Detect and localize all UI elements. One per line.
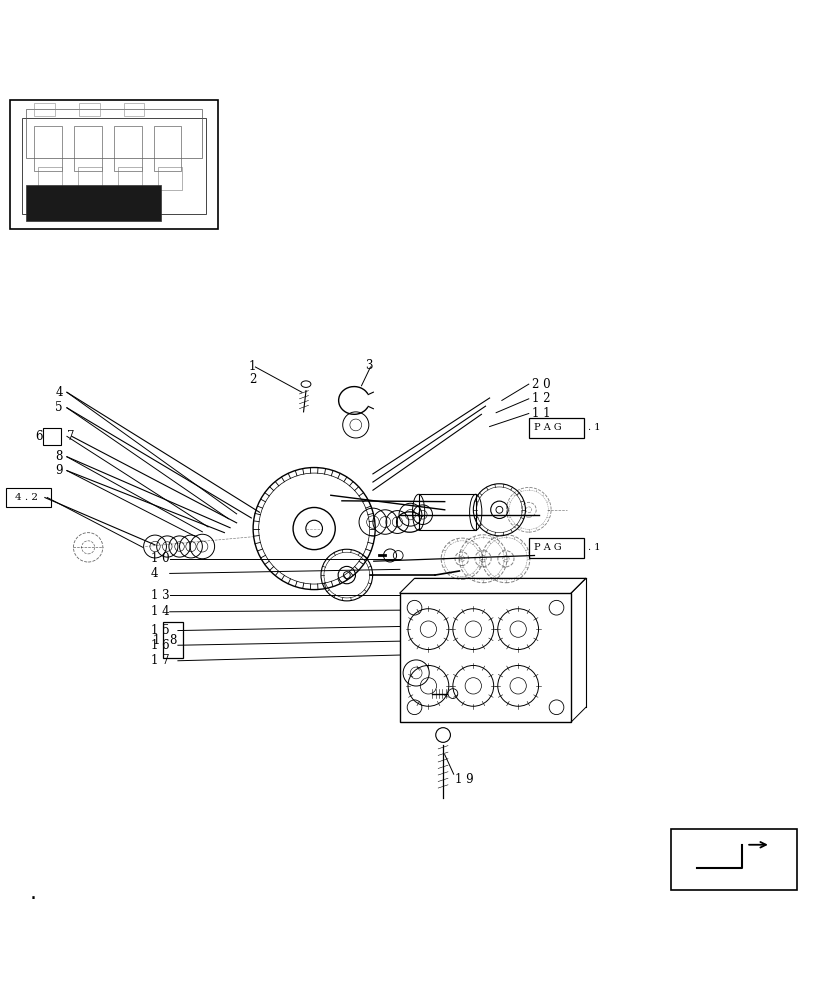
Text: 4 . 2: 4 . 2 (16, 493, 38, 502)
Text: 9: 9 (55, 464, 63, 477)
Bar (79, 103, 100, 116)
Text: 1 7: 1 7 (151, 654, 170, 667)
Text: 1: 1 (153, 634, 161, 647)
Text: 8: 8 (169, 634, 177, 647)
Text: 4: 4 (151, 567, 158, 580)
Text: 1 5: 1 5 (151, 624, 170, 637)
Bar (22, 118, 206, 214)
Text: 1 4: 1 4 (151, 605, 170, 618)
Text: . 1: . 1 (588, 543, 600, 552)
Bar (529, 538, 584, 558)
Bar (153, 126, 181, 171)
Text: 4: 4 (55, 386, 63, 399)
Text: 1: 1 (249, 360, 256, 373)
Text: P A G: P A G (534, 423, 562, 432)
Bar (43, 428, 61, 445)
Bar (163, 622, 183, 658)
Text: 1 2: 1 2 (532, 392, 551, 405)
Text: 7: 7 (67, 430, 74, 443)
Text: . 1: . 1 (588, 423, 600, 432)
Bar (114, 126, 142, 171)
Text: 6: 6 (35, 430, 43, 443)
Text: 8: 8 (55, 450, 63, 463)
Bar (400, 593, 571, 722)
Text: 1 0: 1 0 (151, 552, 170, 565)
Bar (26, 185, 162, 221)
Bar (34, 103, 55, 116)
Bar (419, 494, 476, 530)
Text: 1 1: 1 1 (532, 407, 551, 420)
Bar (10, 100, 218, 229)
Bar (671, 829, 797, 890)
Bar (74, 126, 102, 171)
Text: 2: 2 (249, 373, 256, 386)
Bar (6, 488, 51, 507)
Text: 5: 5 (55, 401, 63, 414)
Text: .: . (29, 883, 36, 903)
Text: P A G: P A G (534, 543, 562, 552)
Bar (157, 167, 181, 190)
Text: 2 0: 2 0 (532, 378, 551, 391)
Text: 3: 3 (366, 359, 373, 372)
Bar (26, 109, 202, 158)
Bar (529, 418, 584, 438)
Text: 1 9: 1 9 (455, 773, 474, 786)
Bar (34, 126, 62, 171)
Bar (38, 167, 62, 190)
Text: 1 3: 1 3 (151, 589, 170, 602)
Text: 1 6: 1 6 (151, 639, 170, 652)
Bar (78, 167, 102, 190)
Bar (124, 103, 144, 116)
Bar (118, 167, 142, 190)
